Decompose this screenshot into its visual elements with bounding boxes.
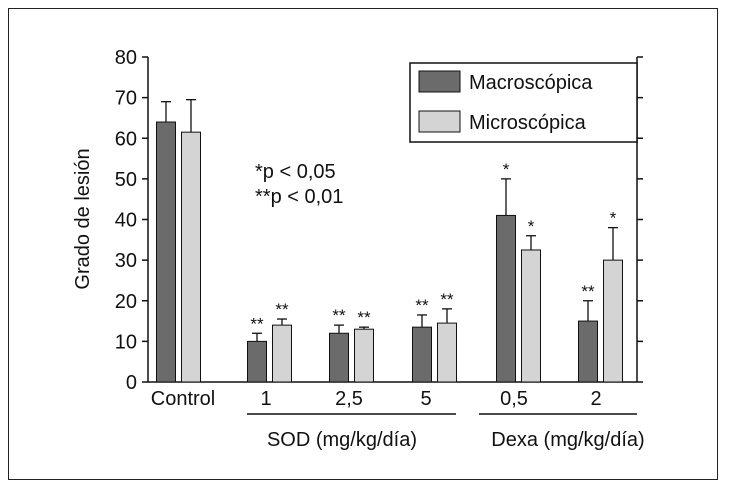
significance-mark: ** [275, 300, 289, 319]
significance-mark: ** [357, 308, 371, 327]
bar-microscopica [354, 328, 374, 383]
bar-macroscopica [329, 332, 349, 383]
significance-mark: ** [581, 282, 595, 301]
significance-mark: ** [250, 314, 264, 333]
significance-mark: * [610, 209, 617, 228]
y-axis-label: Grado de lesión [72, 148, 94, 289]
bar-microscopica [603, 259, 623, 383]
annotation-p01: **p < 0,01 [255, 186, 343, 208]
legend-label-microscopica: Microscópica [469, 112, 587, 134]
bar-microscopica [272, 324, 292, 383]
bar-microscopica [437, 322, 457, 383]
group-label: SOD (mg/kg/día) [267, 429, 417, 451]
legend: Macroscópica Microscópica [409, 62, 638, 143]
y-tick-label: 30 [115, 250, 137, 272]
legend-label-macroscopica: Macroscópica [469, 72, 593, 94]
bar-microscopica [181, 131, 201, 383]
annotation-p05: *p < 0,05 [255, 161, 336, 183]
y-tick-label: 60 [115, 128, 137, 150]
bar-macroscopica [412, 326, 432, 383]
bar-microscopica [521, 249, 541, 383]
bar-macroscopica [247, 340, 267, 383]
significance-mark: * [528, 217, 535, 236]
x-tick-label: 5 [420, 388, 431, 410]
significance-mark: ** [332, 306, 346, 325]
legend-swatch-microscopica [418, 110, 461, 133]
y-tick-label: 80 [115, 47, 137, 69]
x-tick-label: Control [151, 388, 215, 410]
figure-frame [8, 8, 718, 480]
group-label: Dexa (mg/kg/día) [491, 429, 644, 451]
y-tick-label: 50 [115, 169, 137, 191]
y-tick-label: 20 [115, 291, 137, 313]
y-tick-label: 0 [126, 372, 137, 394]
x-tick-label: 0,5 [500, 388, 528, 410]
significance-mark: ** [415, 296, 429, 315]
bar-macroscopica [156, 121, 176, 383]
x-tick-label: 1 [260, 388, 271, 410]
y-tick-label: 70 [115, 88, 137, 110]
significance-mark: * [503, 160, 510, 179]
x-tick-label: 2,5 [335, 388, 363, 410]
x-tick-label: 2 [590, 388, 601, 410]
bar-macroscopica [496, 214, 516, 383]
significance-mark: ** [440, 290, 454, 309]
bar-macroscopica [578, 320, 598, 383]
y-tick-label: 10 [115, 331, 137, 353]
y-tick-label: 40 [115, 210, 137, 232]
legend-swatch-macroscopica [418, 70, 461, 93]
